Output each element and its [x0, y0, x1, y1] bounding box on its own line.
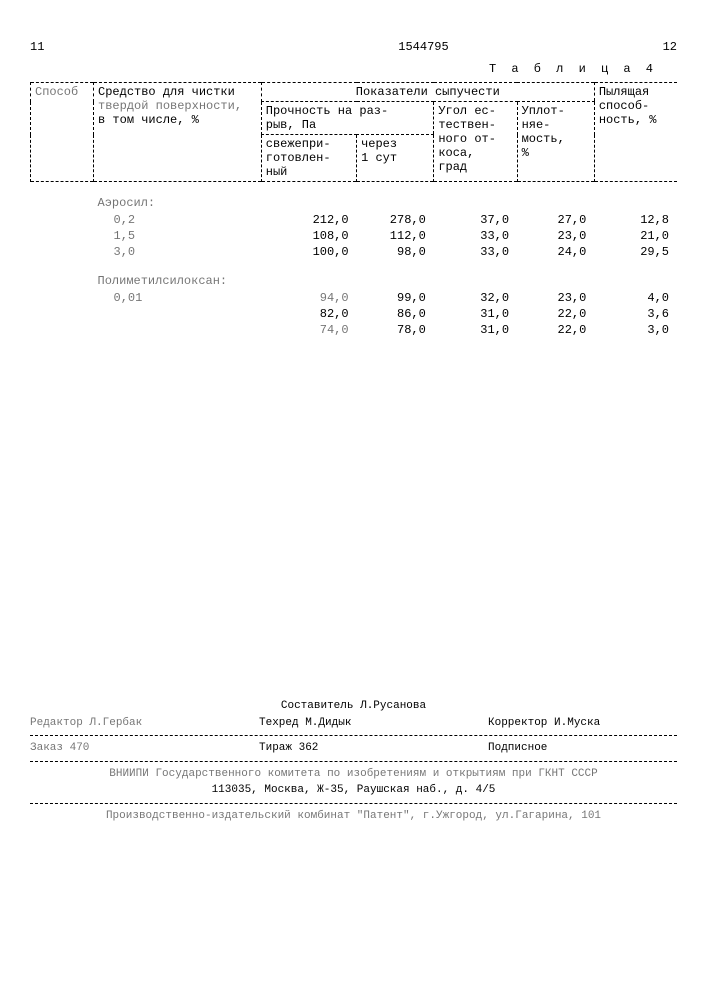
th-compact: Уплот- няе- мость, %	[517, 102, 594, 182]
patent-number: 1544795	[398, 40, 448, 54]
table-row: 1,5 108,0 112,0 33,0 23,0 21,0	[31, 228, 678, 244]
th-strength: Прочность на раз- рыв, Па	[261, 102, 434, 135]
corrector: Корректор И.Муска	[488, 715, 677, 732]
table-row: 74,0 78,0 31,0 22,0 3,0	[31, 322, 678, 338]
printer: Производственно-издательский комбинат "П…	[30, 808, 677, 825]
th-group-flow: Показатели сыпучести	[261, 83, 594, 102]
data-table: Способ Средство для чистки твердой повер…	[30, 82, 677, 338]
group2-label: Полиметилсилоксан:	[94, 260, 262, 290]
org-line1: ВНИИПИ Государственного комитета по изоб…	[109, 768, 597, 780]
table-caption: Т а б л и ц а 4	[30, 62, 657, 76]
th-agent: Средство для чистки твердой поверхности,…	[94, 83, 262, 135]
table-row: 0,01 94,0 99,0 32,0 23,0 4,0	[31, 290, 678, 306]
tirazh: Тираж 362	[259, 740, 448, 757]
th-angle: Угол ес- тествен- ного от- коса, град	[434, 102, 517, 182]
page-left: 11	[30, 40, 44, 54]
compiler: Составитель Л.Русанова	[30, 698, 677, 715]
th-dust: Пылящая способ- ность, %	[594, 83, 677, 182]
order: Заказ 470	[30, 740, 219, 757]
editor: Редактор Л.Гербак	[30, 715, 219, 732]
techred: Техред М.Дидык	[259, 715, 448, 732]
subscription: Подписное	[488, 740, 677, 757]
th-sposob: Способ	[31, 83, 94, 182]
th-fresh: свежепри- готовлен- ный	[261, 135, 356, 182]
group1-label: Аэросил:	[94, 182, 262, 213]
publication-footer: Составитель Л.Русанова Редактор Л.Гербак…	[30, 698, 677, 824]
th-after: через 1 сут	[357, 135, 434, 182]
org-line2: 113035, Москва, Ж-35, Раушская наб., д. …	[212, 784, 496, 796]
table-row: 82,0 86,0 31,0 22,0 3,6	[31, 306, 678, 322]
table-row: 3,0 100,0 98,0 33,0 24,0 29,5	[31, 244, 678, 260]
page-right: 12	[663, 40, 677, 54]
table-row: 0,2 212,0 278,0 37,0 27,0 12,8	[31, 212, 678, 228]
page-header: 11 1544795 12	[30, 40, 677, 54]
